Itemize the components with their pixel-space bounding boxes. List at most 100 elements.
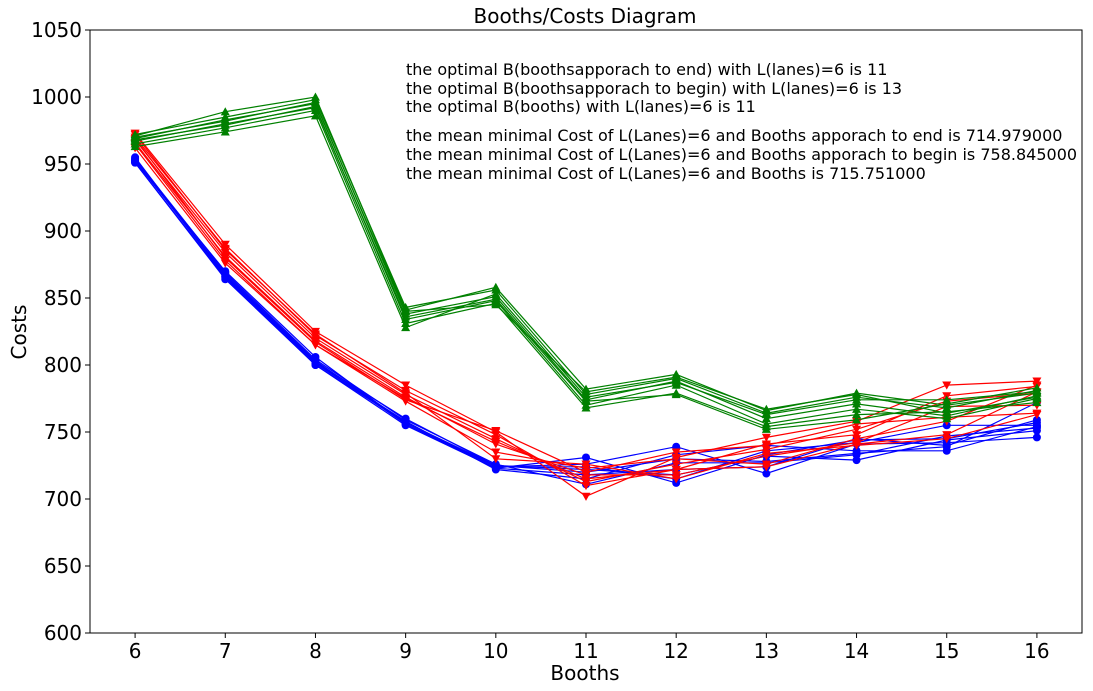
- data-point: [852, 449, 861, 458]
- data-point: [220, 115, 230, 124]
- data-point: [1032, 409, 1042, 418]
- data-point: [401, 312, 411, 321]
- plot-frame: [89, 29, 1083, 634]
- data-point: [310, 330, 320, 339]
- data-point: [310, 99, 320, 108]
- data-point: [491, 437, 501, 446]
- x-tick-label: 11: [573, 639, 598, 663]
- data-point: [761, 463, 771, 472]
- data-point: [220, 246, 230, 255]
- series-line-red-2: [134, 136, 1037, 487]
- x-tick-label: 6: [129, 639, 142, 663]
- y-tick-label: 750: [44, 420, 82, 444]
- data-point: [942, 399, 952, 408]
- data-point: [761, 410, 771, 419]
- data-point: [1032, 398, 1042, 407]
- x-tick-label: 10: [483, 639, 508, 663]
- data-point: [581, 475, 591, 484]
- data-point: [1032, 392, 1042, 401]
- series-group: [130, 92, 1042, 501]
- data-point: [1032, 421, 1041, 430]
- data-point: [582, 453, 590, 462]
- data-point: [671, 377, 681, 387]
- data-point: [852, 395, 862, 404]
- data-point: [762, 469, 771, 478]
- data-point: [852, 415, 862, 424]
- annotation-mean-end: the mean minimal Cost of L(Lanes)=6 and …: [406, 126, 1062, 145]
- series-line-red-5: [134, 143, 1038, 469]
- data-point: [221, 272, 230, 281]
- data-point: [310, 341, 320, 350]
- y-tick-label: 800: [44, 353, 82, 377]
- data-point: [130, 142, 140, 151]
- data-point: [671, 372, 681, 381]
- data-point: [671, 475, 681, 484]
- data-point: [491, 455, 501, 464]
- data-point: [401, 394, 411, 403]
- data-point: [491, 300, 501, 309]
- data-point: [671, 448, 681, 457]
- x-tick-label: 9: [399, 639, 412, 663]
- data-point: [671, 460, 681, 469]
- series-line-blue-3: [134, 160, 1037, 476]
- series-line-red-6: [134, 134, 1038, 480]
- data-point: [671, 465, 681, 475]
- series-line-red-7: [134, 138, 1037, 473]
- data-point: [761, 404, 771, 413]
- data-point: [581, 403, 591, 412]
- annotations: the optimal B(boothsapporach to end) wit…: [406, 60, 1077, 183]
- data-point: [220, 107, 230, 116]
- y-tick-label: 900: [44, 219, 82, 243]
- annotation-mean-booths: the mean minimal Cost of L(Lanes)=6 and …: [406, 164, 926, 183]
- chart-title: Booths/Costs Diagram: [474, 4, 697, 28]
- data-point: [131, 155, 140, 164]
- y-tick-label: 950: [44, 152, 82, 176]
- data-point: [581, 387, 591, 396]
- data-point: [852, 410, 862, 419]
- x-tick-label: 13: [754, 639, 779, 663]
- data-point: [761, 433, 771, 442]
- data-point: [1032, 383, 1042, 392]
- y-tick-label: 700: [44, 487, 82, 511]
- data-point: [942, 442, 951, 451]
- y-tick-label: 1050: [31, 18, 82, 42]
- data-point: [942, 431, 952, 440]
- data-point: [491, 461, 500, 470]
- data-point: [852, 425, 862, 434]
- y-tick-label: 1000: [31, 85, 82, 109]
- data-point: [852, 440, 862, 449]
- annotation-optimal-booths: the optimal B(booths) with L(lanes)=6 is…: [406, 97, 756, 116]
- data-point: [401, 389, 411, 398]
- x-tick-label: 7: [219, 639, 232, 663]
- data-point: [310, 111, 320, 120]
- x-tick-label: 12: [663, 639, 688, 663]
- data-point: [671, 389, 681, 399]
- data-point: [852, 404, 862, 413]
- y-axis-title: Costs: [7, 305, 31, 360]
- annotation-optimal-begin: the optimal B(boothsapporach to begin) w…: [406, 79, 902, 98]
- data-point: [311, 358, 320, 367]
- x-tick-label: 14: [844, 639, 869, 663]
- y-tick-label: 600: [44, 621, 82, 645]
- series-line-red-4: [134, 142, 1037, 476]
- data-point: [761, 441, 771, 450]
- annotation-mean-begin: the mean minimal Cost of L(Lanes)=6 and …: [406, 145, 1077, 164]
- data-point: [581, 460, 591, 469]
- data-point: [401, 306, 411, 315]
- data-point: [220, 127, 230, 136]
- data-point: [1032, 433, 1041, 442]
- data-point: [130, 134, 140, 143]
- x-axis-title: Booths: [550, 661, 619, 685]
- x-tick-label: 15: [934, 639, 959, 663]
- axes: 600 650 700 750 800 850 900 950 1000 1050 6 7 8 9 10 11…: [31, 18, 1050, 663]
- annotation-optimal-end: the optimal B(boothsapporach to end) wit…: [406, 60, 887, 79]
- data-point: [581, 492, 591, 501]
- y-tick-label: 850: [44, 286, 82, 310]
- data-point: [491, 289, 501, 298]
- data-point: [852, 389, 862, 399]
- data-point: [401, 381, 411, 390]
- data-point: [491, 294, 501, 303]
- data-point: [401, 414, 410, 423]
